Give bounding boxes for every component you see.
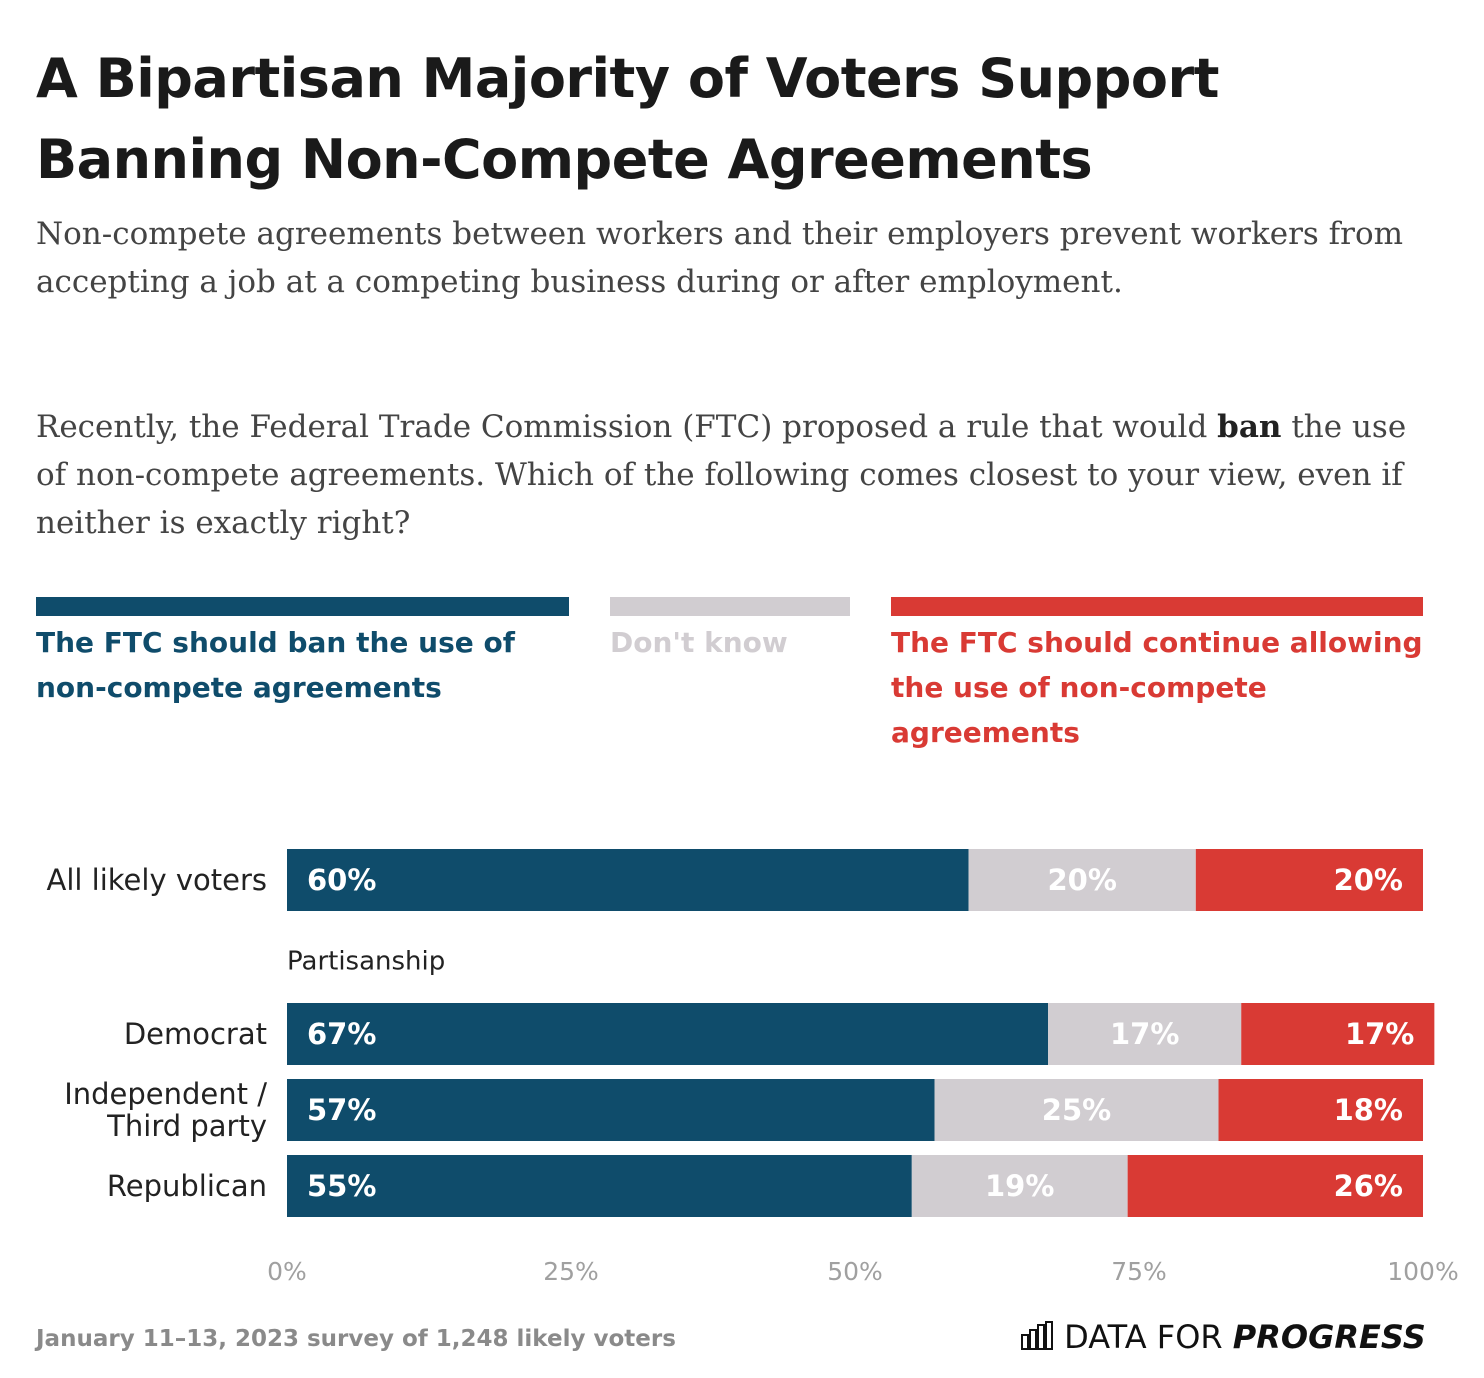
x-tick-label: 100% xyxy=(1387,1257,1458,1286)
row-label: Independent / Third party xyxy=(64,1077,267,1143)
subtitle-text: Non-compete agreements between workers a… xyxy=(36,216,1404,300)
legend-label: The FTC should ban the use of non-compet… xyxy=(36,626,515,704)
x-tick-label: 50% xyxy=(827,1257,883,1286)
subtitle-text: Recently, the Federal Trade Commission (… xyxy=(36,409,1218,445)
value-label: 17% xyxy=(1345,1017,1414,1051)
x-tick-label: 0% xyxy=(267,1257,307,1286)
bar-segment xyxy=(934,1079,1219,1141)
logo-text: DATA FOR xyxy=(1064,1318,1223,1356)
legend-label: Don't know xyxy=(610,626,788,659)
logo: DATA FOR PROGRESS xyxy=(1020,1318,1426,1356)
bar-segment xyxy=(287,1155,912,1217)
logo-icon xyxy=(1021,1321,1053,1350)
value-label: 26% xyxy=(1334,1169,1403,1203)
legend-swatch xyxy=(610,597,850,616)
bar-segment xyxy=(287,849,969,911)
x-tick-label: 75% xyxy=(1111,1257,1167,1286)
bar-segment xyxy=(1195,849,1423,911)
subtitle: Recently, the Federal Trade Commission (… xyxy=(36,403,1436,547)
chart: 60% 20% 20% 67% 17% 17% 57% 25% 18% 55% 19% 26% Part… xyxy=(267,849,1459,1286)
logo-text-bold: PROGRESS xyxy=(1232,1318,1426,1356)
value-label: 19% xyxy=(985,1169,1054,1203)
bar-segment xyxy=(287,1003,1049,1065)
legend-swatch xyxy=(891,597,1423,616)
bar-segment xyxy=(287,1079,935,1141)
value-label: 55% xyxy=(307,1169,376,1203)
source-note: January 11–13, 2023 survey of 1,248 like… xyxy=(36,1326,676,1352)
chart-title: A Bipartisan Majority of Voters Support … xyxy=(36,47,1219,191)
value-label: 60% xyxy=(307,863,376,897)
row-label: All likely voters xyxy=(46,863,267,897)
value-label: 25% xyxy=(1042,1093,1111,1127)
bar-segment xyxy=(1241,1003,1435,1065)
value-label: 57% xyxy=(307,1093,376,1127)
bar-segment xyxy=(1048,1003,1242,1065)
bar-segment xyxy=(1218,1079,1423,1141)
subtitle-emphasis: ban xyxy=(1217,409,1282,445)
value-label: 17% xyxy=(1110,1017,1179,1051)
bar-segment xyxy=(968,849,1196,911)
subtitle-text: the use of non-compete agreements. Which… xyxy=(36,409,1407,541)
row-label: Democrat xyxy=(123,1017,267,1051)
value-label: 18% xyxy=(1334,1093,1403,1127)
bar-segment xyxy=(911,1155,1128,1217)
value-label: 67% xyxy=(307,1017,376,1051)
value-label: 20% xyxy=(1047,863,1116,897)
legend-label: The FTC should continue allowing the use… xyxy=(891,626,1423,749)
section-label: Partisanship xyxy=(287,947,445,977)
x-tick-label: 25% xyxy=(543,1257,599,1286)
subtitle: Non-compete agreements between workers a… xyxy=(36,210,1436,306)
value-label: 20% xyxy=(1334,863,1403,897)
row-label: Republican xyxy=(106,1169,267,1203)
bar-segment xyxy=(1127,1155,1423,1217)
legend-swatch xyxy=(36,597,569,616)
